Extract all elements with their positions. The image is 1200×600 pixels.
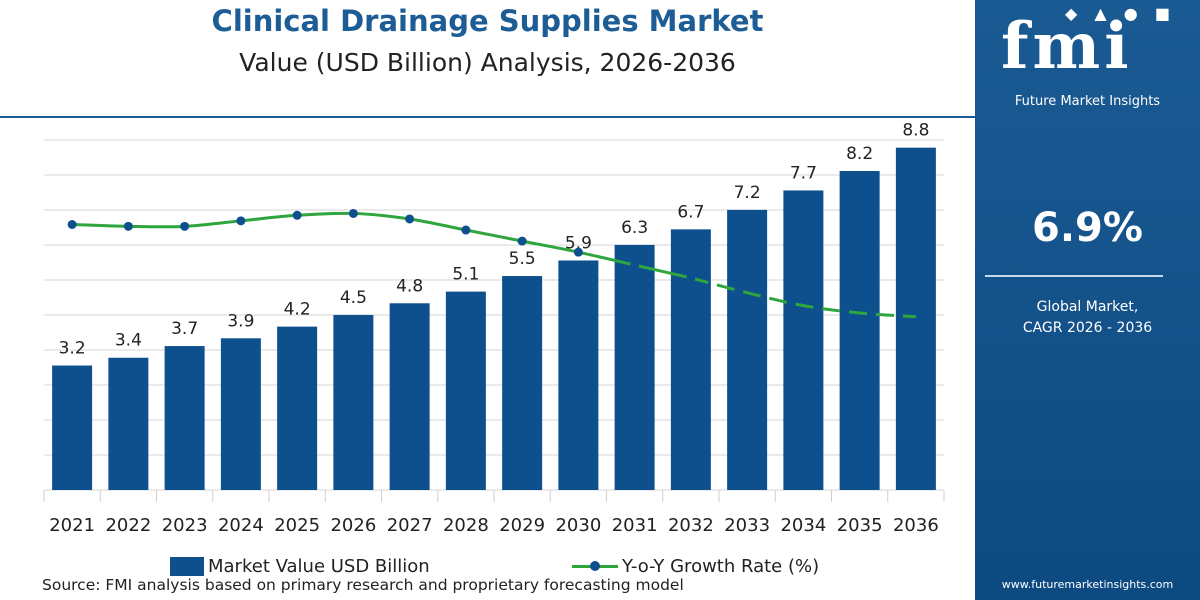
growth-point-2024 bbox=[236, 216, 246, 226]
bar-2031 bbox=[614, 244, 655, 490]
bar-series bbox=[52, 147, 936, 490]
bar-label-2025: 4.2 bbox=[284, 300, 311, 320]
bar-2028 bbox=[445, 291, 486, 490]
title-divider bbox=[0, 116, 975, 118]
legend-bar-label: Market Value USD Billion bbox=[208, 555, 430, 577]
growth-point-2028 bbox=[461, 225, 471, 235]
bar-label-2024: 3.9 bbox=[227, 311, 254, 331]
growth-point-2025 bbox=[292, 210, 302, 220]
bar-2027 bbox=[389, 303, 430, 490]
cagr-divider bbox=[985, 275, 1163, 277]
bar-label-2035: 8.2 bbox=[846, 144, 873, 164]
x-label-2030: 2030 bbox=[555, 515, 601, 536]
fmi-logo: ◆ ▲ ● ■ fmi bbox=[975, 0, 1200, 120]
chart-title: Clinical Drainage Supplies Market bbox=[211, 4, 764, 38]
bar-2034 bbox=[783, 190, 824, 490]
bar-2036 bbox=[895, 147, 936, 490]
x-axis: 2021 2022 2023 2024 2025 2026 2027 2028 2029 2030… bbox=[49, 515, 939, 536]
x-label-2026: 2026 bbox=[330, 515, 376, 536]
bar-data-labels: 3.2 3.4 3.7 3.9 4.2 4.5 4.8 5.1 5.5 5.9 6.3 6.7 7.2 7… bbox=[59, 121, 930, 359]
x-label-2034: 2034 bbox=[780, 515, 826, 536]
growth-line-dashed bbox=[690, 276, 916, 319]
growth-point-2027 bbox=[405, 214, 415, 224]
cagr-label-line1: Global Market, bbox=[1036, 299, 1139, 315]
legend-item-growth-rate: Y-o-Y Growth Rate (%) bbox=[572, 552, 819, 580]
brand-name: Future Market Insights bbox=[1014, 94, 1161, 109]
bar-2032 bbox=[670, 229, 711, 490]
growth-point-2022 bbox=[123, 221, 133, 231]
bar-label-2022: 3.4 bbox=[115, 331, 142, 351]
x-label-2024: 2024 bbox=[218, 515, 264, 536]
sidebar-panel: ◆ ▲ ● ■ fmi Future Market Insights 6.9% … bbox=[975, 0, 1200, 600]
cagr-label-line2: CAGR 2026 - 2036 bbox=[1022, 320, 1153, 336]
bar-label-2032: 6.7 bbox=[677, 202, 704, 222]
bar-label-2030: 5.9 bbox=[565, 233, 592, 253]
bar-2033 bbox=[727, 209, 768, 490]
website-url: www.futuremarketinsights.com bbox=[1001, 578, 1174, 591]
bar-label-2033: 7.2 bbox=[734, 183, 761, 203]
bar-2030 bbox=[558, 260, 599, 490]
x-label-2027: 2027 bbox=[387, 515, 433, 536]
bar-2025 bbox=[277, 326, 318, 490]
growth-line-series bbox=[67, 208, 916, 319]
logo-lettering: fmi bbox=[1001, 9, 1133, 84]
chart-legend: Market Value USD Billion Y-o-Y Growth Ra… bbox=[0, 552, 975, 580]
bar-label-2028: 5.1 bbox=[452, 265, 479, 285]
bar-2023 bbox=[164, 346, 205, 490]
growth-point-2021 bbox=[67, 220, 77, 229]
bar-label-2026: 4.5 bbox=[340, 288, 367, 308]
source-note: Source: FMI analysis based on primary re… bbox=[42, 576, 684, 594]
bar-label-2021: 3.2 bbox=[59, 339, 86, 359]
growth-point-2029 bbox=[517, 236, 527, 246]
x-label-2022: 2022 bbox=[105, 515, 151, 536]
logo-icon-strip: ◆ ▲ ● ■ bbox=[1065, 4, 1176, 23]
growth-point-2031 bbox=[630, 260, 640, 270]
x-label-2032: 2032 bbox=[668, 515, 714, 536]
x-label-2033: 2033 bbox=[724, 515, 770, 536]
bar-2029 bbox=[502, 276, 543, 490]
bar-label-2027: 4.8 bbox=[396, 276, 423, 296]
bar-label-2029: 5.5 bbox=[509, 249, 536, 269]
growth-point-2030 bbox=[573, 247, 583, 257]
x-label-2023: 2023 bbox=[162, 515, 208, 536]
x-label-2031: 2031 bbox=[612, 515, 658, 536]
growth-point-2023 bbox=[180, 221, 190, 231]
market-chart: 3.2 3.4 3.7 3.9 4.2 4.5 4.8 5.1 5.5 5.9 6.3 6.7 7.2 7… bbox=[43, 121, 945, 536]
growth-point-2026 bbox=[348, 208, 358, 218]
cagr-label: Global Market, CAGR 2026 - 2036 bbox=[975, 297, 1200, 339]
growth-line-solid bbox=[72, 211, 692, 280]
legend-line-swatch bbox=[572, 556, 618, 576]
bar-label-2023: 3.7 bbox=[171, 319, 198, 339]
bar-label-2036: 8.8 bbox=[902, 121, 929, 141]
bar-2026 bbox=[333, 314, 374, 490]
x-label-2029: 2029 bbox=[499, 515, 545, 536]
chart-subtitle: Value (USD Billion) Analysis, 2026-2036 bbox=[239, 48, 736, 77]
growth-point-2032 bbox=[686, 273, 696, 283]
bar-2022 bbox=[108, 357, 149, 490]
bar-label-2031: 6.3 bbox=[621, 218, 648, 238]
x-label-2028: 2028 bbox=[443, 515, 489, 536]
legend-item-market-value: Market Value USD Billion bbox=[170, 552, 430, 580]
bar-label-2034: 7.7 bbox=[790, 163, 817, 183]
x-label-2035: 2035 bbox=[837, 515, 883, 536]
legend-bar-swatch bbox=[170, 556, 204, 576]
x-label-2036: 2036 bbox=[893, 515, 939, 536]
bar-2035 bbox=[839, 171, 880, 490]
cagr-value: 6.9% bbox=[1032, 205, 1143, 251]
bar-2024 bbox=[220, 338, 261, 490]
bar-2021 bbox=[52, 365, 93, 490]
legend-line-label: Y-o-Y Growth Rate (%) bbox=[622, 555, 820, 577]
x-label-2021: 2021 bbox=[49, 515, 95, 536]
x-label-2025: 2025 bbox=[274, 515, 320, 536]
